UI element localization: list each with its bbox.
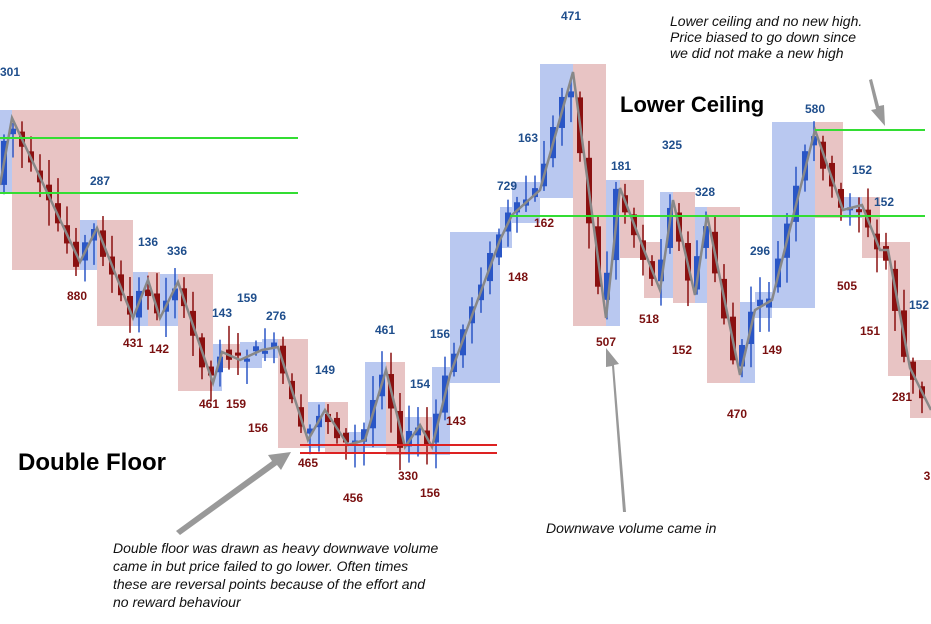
candle [262,350,268,354]
candle [325,413,331,423]
wave-label: 181 [611,159,631,173]
wave-label: 431 [123,336,143,350]
wave-label: 281 [892,390,912,404]
wave-label: 152 [852,163,872,177]
wave-label: 3 [924,469,931,483]
candle [235,352,241,356]
annotation: no reward behaviour [113,594,242,610]
candle [514,202,520,213]
arrow [176,452,291,535]
wave-label: 287 [90,174,110,188]
wave-label: 162 [534,216,554,230]
candle [739,344,745,367]
wave-label: 152 [909,298,929,312]
wave-label: 136 [138,235,158,249]
wave-label: 156 [248,421,268,435]
wave-label: 159 [226,397,246,411]
wave-label: 151 [860,324,880,338]
wave-label: 461 [375,323,395,337]
wave-label: 152 [672,343,692,357]
wave-label: 461 [199,397,219,411]
wave-label: 159 [237,291,257,305]
wave-label: 729 [497,179,517,193]
candle [127,295,133,315]
candle [271,342,277,349]
annotation: these are reversal points because of the… [113,576,426,592]
annotation: Lower ceiling and no new high. [670,13,862,29]
wave-label: 156 [420,486,440,500]
candle [253,346,259,352]
candle [703,226,709,248]
wave-label: 465 [298,456,318,470]
candle [10,128,16,135]
wave-label: 456 [343,491,363,505]
candle [757,299,763,307]
candle [604,272,610,300]
candle [307,428,313,434]
candle [829,162,835,187]
wave-label: 142 [149,342,169,356]
wave-label: 336 [167,244,187,258]
candle [208,366,214,376]
wave-label: 518 [639,312,659,326]
wave-label: 328 [695,185,715,199]
candle [361,429,367,442]
candle [811,136,817,146]
wave-label: 470 [727,407,747,421]
candle [883,246,889,261]
candle [172,288,178,301]
wave-label: 148 [508,270,528,284]
wave-label: 507 [596,335,616,349]
candle [406,431,412,447]
wave-label: 301 [0,65,20,79]
candle [343,432,349,443]
annotation: Double floor was drawn as heavy downwave… [113,540,438,556]
wave-label: 330 [398,469,418,483]
annotation: Downwave volume came in [546,520,717,536]
candle [838,188,844,208]
candle [910,361,916,380]
candle [856,209,862,213]
zigzag [0,71,931,451]
wave-label: 149 [315,363,335,377]
candle [658,259,664,282]
wave-label: 880 [67,289,87,303]
wave-label: 276 [266,309,286,323]
candle [217,356,223,373]
wave-label: 471 [561,9,581,23]
wave-label: 156 [430,327,450,341]
candle [244,358,250,362]
wave-label: 143 [446,414,466,428]
annotation: came in but price failed to go lower. Of… [113,558,408,574]
wave-label: 325 [662,138,682,152]
candle [694,256,700,290]
candle [154,293,160,314]
candle [532,188,538,198]
heading: Lower Ceiling [620,92,764,117]
annotation: Price biased to go down since [670,29,856,45]
arrow [869,79,885,126]
wave-label: 152 [874,195,894,209]
wave-label: 580 [805,102,825,116]
heading: Double Floor [18,449,166,476]
wave-label: 143 [212,306,232,320]
wave-label: 505 [837,279,857,293]
candle [415,427,421,436]
wave-label: 163 [518,131,538,145]
wave-label: 149 [762,343,782,357]
wave-label: 154 [410,377,430,391]
wave-label: 296 [750,244,770,258]
annotation: we did not make a new high [670,45,844,61]
arrow [606,348,626,512]
candle [145,289,151,297]
candle [568,91,574,98]
